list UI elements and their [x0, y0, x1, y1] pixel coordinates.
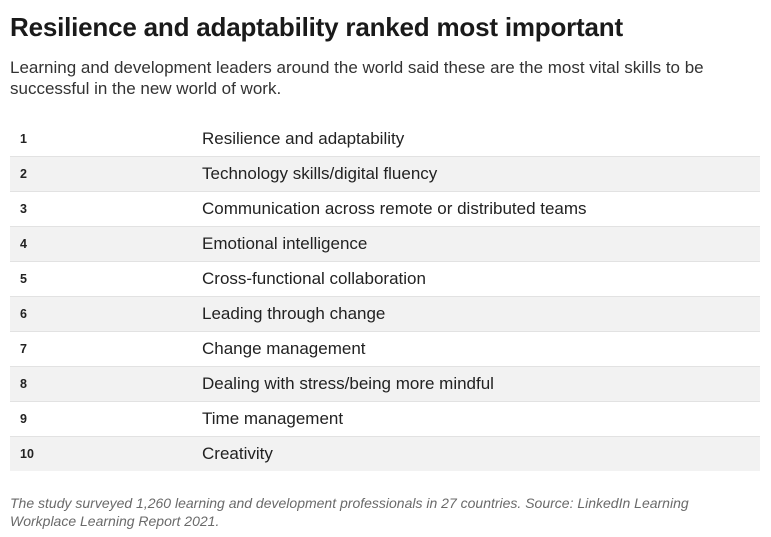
rank-cell: 6 — [20, 307, 27, 321]
rank-cell: 5 — [20, 272, 27, 286]
rank-cell: 3 — [20, 202, 27, 216]
rank-cell: 1 — [20, 132, 27, 146]
skill-cell: Technology skills/digital fluency — [202, 164, 438, 183]
skill-cell: Change management — [202, 339, 366, 358]
skill-cell: Resilience and adaptability — [202, 129, 405, 148]
table-row: 4 Emotional intelligence — [10, 227, 760, 262]
skill-cell: Cross-functional collaboration — [202, 269, 426, 288]
rank-cell: 4 — [20, 237, 27, 251]
skill-cell: Time management — [202, 409, 344, 428]
table-row: 7 Change management — [10, 332, 760, 367]
skill-cell: Leading through change — [202, 304, 386, 323]
rank-cell: 9 — [20, 412, 27, 426]
rank-cell: 7 — [20, 342, 27, 356]
chart-container: Resilience and adaptability ranked most … — [10, 0, 760, 471]
table-row: 1 Resilience and adaptability — [10, 122, 760, 157]
chart-subtitle: Learning and development leaders around … — [10, 58, 704, 98]
table-row: 6 Leading through change — [10, 297, 760, 332]
rank-cell: 10 — [20, 447, 34, 461]
skill-cell: Creativity — [202, 444, 273, 463]
table-row: 3 Communication across remote or distribu… — [10, 192, 760, 227]
rank-cell: 8 — [20, 377, 27, 391]
ranking-table: 1 Resilience and adaptability 2 Technology … — [10, 122, 760, 471]
skill-cell: Emotional intelligence — [202, 234, 368, 253]
table-row: 8 Dealing with stress/being more mindful — [10, 367, 760, 402]
table-row: 5 Cross-functional collaboration — [10, 262, 760, 297]
chart-footnote: The study surveyed 1,260 learning and de… — [10, 495, 689, 529]
skill-cell: Dealing with stress/being more mindful — [202, 374, 494, 393]
table-row: 9 Time management — [10, 402, 760, 437]
chart-title: Resilience and adaptability ranked most … — [10, 12, 623, 42]
table-row: 10 Creativity — [10, 437, 760, 471]
table-row: 2 Technology skills/digital fluency — [10, 157, 760, 192]
skill-cell: Communication across remote or distribut… — [202, 199, 587, 218]
rank-cell: 2 — [20, 167, 27, 181]
